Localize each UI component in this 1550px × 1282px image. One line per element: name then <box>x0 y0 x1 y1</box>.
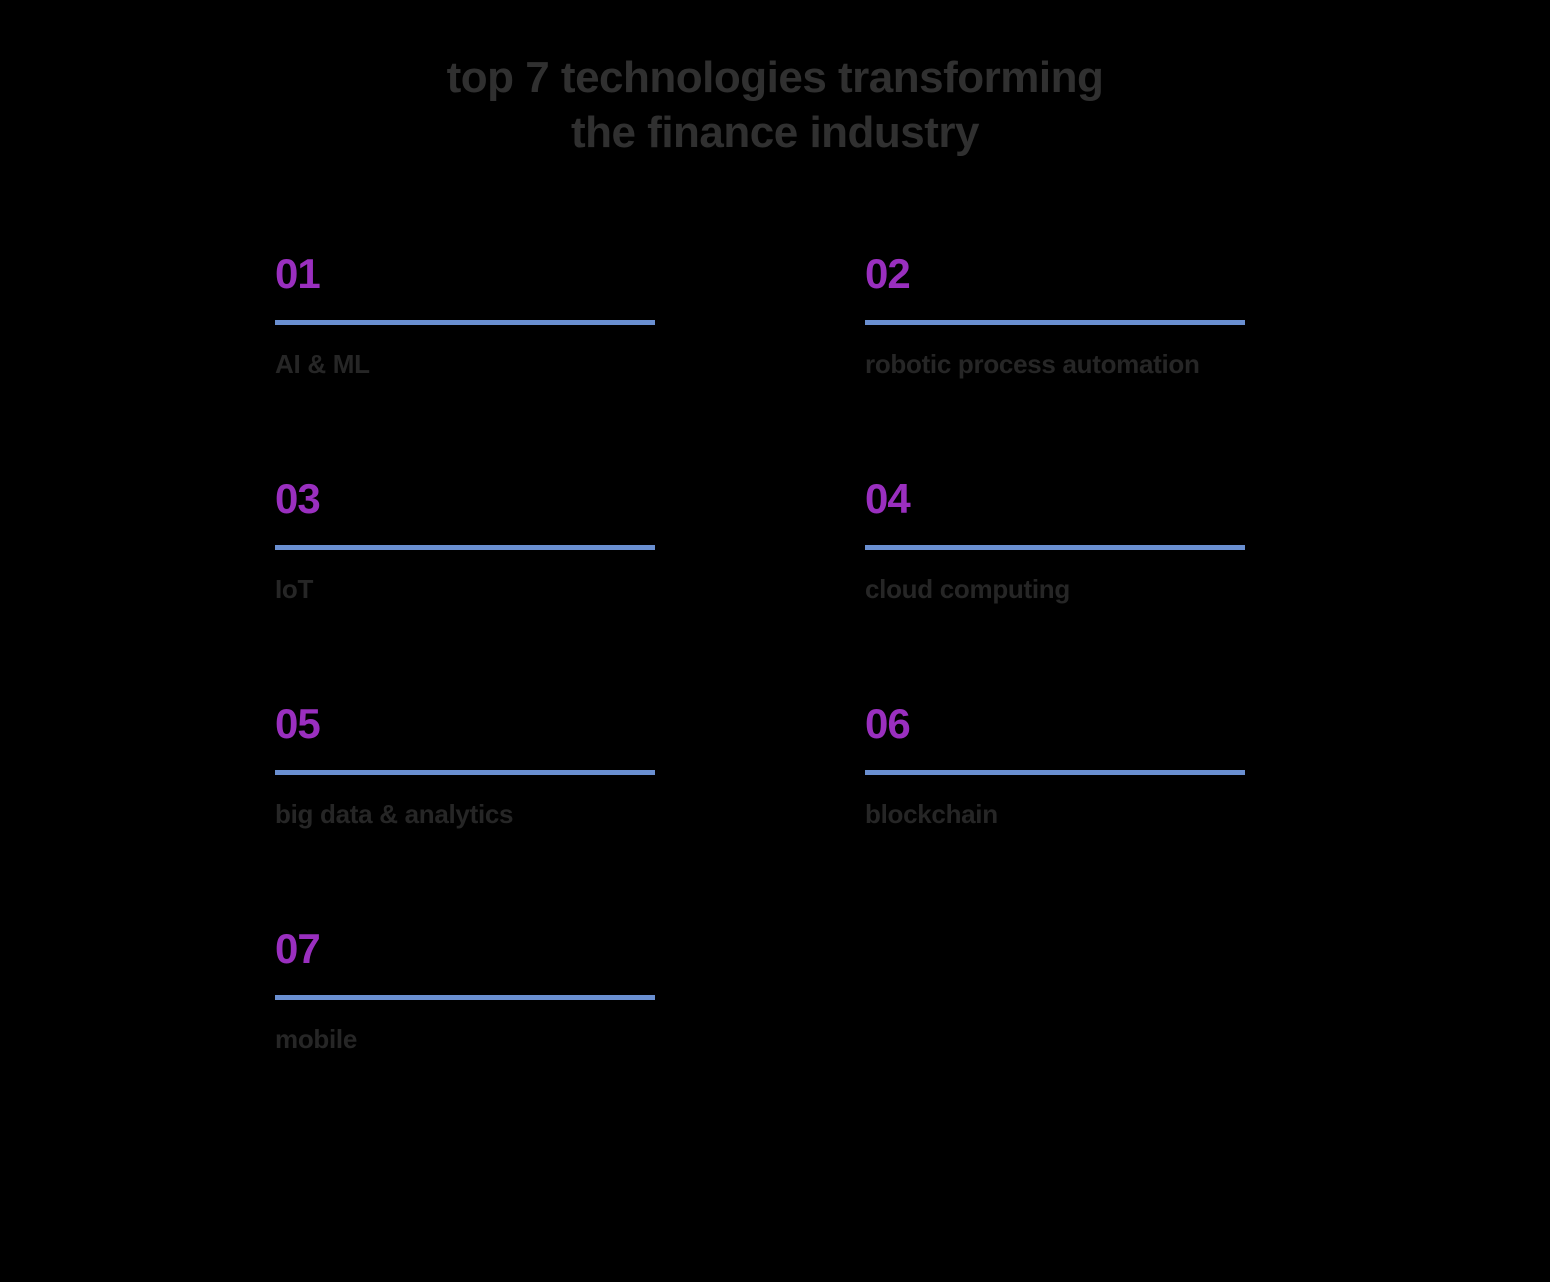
item-divider <box>865 320 1245 325</box>
list-item: 03 IoT <box>275 475 685 605</box>
item-divider <box>865 770 1245 775</box>
infographic-title: top 7 technologies transforming the fina… <box>235 50 1315 160</box>
item-label: AI & ML <box>275 349 685 380</box>
item-label: robotic process automation <box>865 349 1275 380</box>
list-item: 07 mobile <box>275 925 685 1055</box>
item-label: blockchain <box>865 799 1275 830</box>
item-divider <box>865 545 1245 550</box>
item-number: 03 <box>275 475 685 523</box>
item-number: 04 <box>865 475 1275 523</box>
items-grid: 01 AI & ML 02 robotic process automation… <box>235 250 1315 1055</box>
title-line-1: top 7 technologies transforming <box>447 53 1104 102</box>
infographic-container: top 7 technologies transforming the fina… <box>175 50 1375 1055</box>
title-line-2: the finance industry <box>571 108 979 157</box>
list-item: 02 robotic process automation <box>865 250 1275 380</box>
list-item: 01 AI & ML <box>275 250 685 380</box>
item-divider <box>275 545 655 550</box>
item-number: 05 <box>275 700 685 748</box>
item-divider <box>275 770 655 775</box>
item-number: 02 <box>865 250 1275 298</box>
item-label: big data & analytics <box>275 799 685 830</box>
list-item: 04 cloud computing <box>865 475 1275 605</box>
item-number: 01 <box>275 250 685 298</box>
item-label: cloud computing <box>865 574 1275 605</box>
item-label: mobile <box>275 1024 685 1055</box>
list-item: 05 big data & analytics <box>275 700 685 830</box>
list-item: 06 blockchain <box>865 700 1275 830</box>
item-number: 07 <box>275 925 685 973</box>
item-label: IoT <box>275 574 685 605</box>
item-divider <box>275 320 655 325</box>
item-divider <box>275 995 655 1000</box>
item-number: 06 <box>865 700 1275 748</box>
